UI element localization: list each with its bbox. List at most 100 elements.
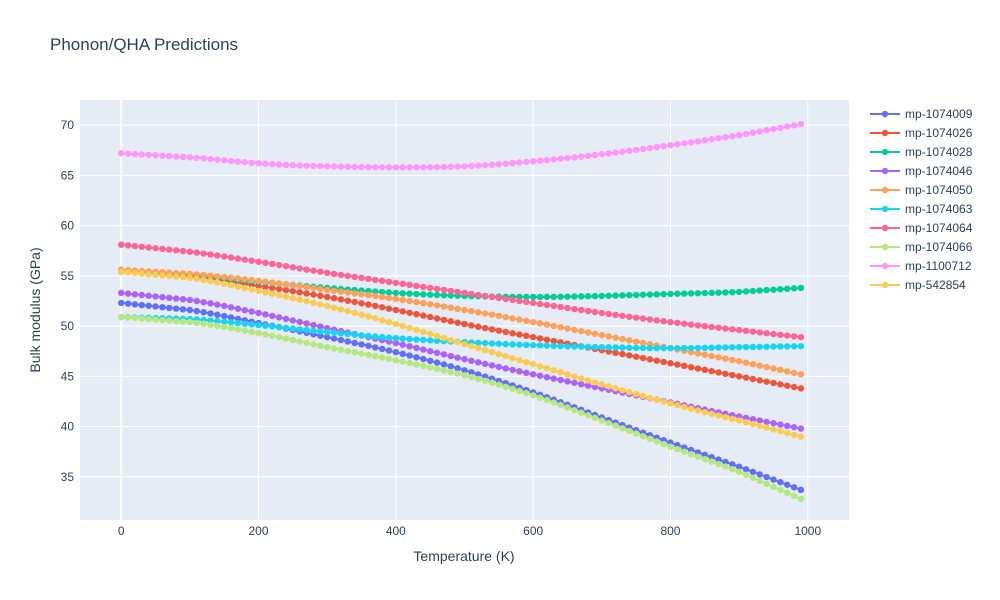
data-point: [118, 299, 125, 307]
data-point: [523, 359, 530, 366]
data-point: [523, 369, 530, 377]
legend-item-mp-1074050[interactable]: mp-1074050: [870, 183, 973, 197]
data-point: [735, 326, 743, 334]
data-point: [708, 367, 715, 375]
series-line: [121, 270, 802, 438]
data-point: [543, 293, 551, 301]
data-point: [330, 163, 338, 170]
data-point: [777, 331, 784, 338]
data-point: [777, 478, 784, 486]
data-point: [269, 260, 276, 268]
data-point: [166, 272, 173, 280]
data-point: [413, 290, 420, 298]
data-point: [214, 301, 221, 308]
data-point: [557, 401, 564, 409]
data-point: [330, 270, 338, 278]
data-point: [406, 335, 413, 343]
data-point: [784, 481, 791, 488]
data-point: [454, 354, 461, 361]
y-tick-label: 65: [61, 168, 75, 182]
legend-item-mp-1074066[interactable]: mp-1074066: [870, 240, 973, 254]
data-point: [550, 399, 557, 406]
data-point: [241, 320, 248, 327]
data-point: [557, 303, 564, 311]
data-point: [413, 282, 420, 290]
data-point: [413, 310, 420, 318]
data-point: [392, 349, 400, 356]
data-point: [626, 337, 633, 344]
data-point: [337, 296, 345, 303]
data-point: [227, 324, 235, 332]
data-point: [406, 281, 413, 289]
data-point: [701, 351, 709, 358]
data-point: [550, 302, 557, 310]
legend-item-mp-1074064[interactable]: mp-1074064: [870, 221, 973, 235]
data-point: [749, 375, 757, 383]
data-point: [406, 297, 413, 305]
legend-item-mp-1074026[interactable]: mp-1074026: [870, 126, 973, 140]
data-point: [509, 366, 516, 374]
data-point: [605, 150, 612, 157]
series-line: [121, 270, 802, 298]
data-point: [694, 407, 702, 414]
y-tick-label: 70: [61, 118, 75, 132]
data-point: [735, 373, 743, 380]
data-point: [742, 414, 750, 422]
y-axis-label: Bulk modulus (GPa): [27, 247, 43, 372]
data-point: [124, 314, 132, 321]
legend-marker: [881, 243, 889, 251]
legend-item-mp-1074063[interactable]: mp-1074063: [870, 202, 973, 216]
data-point: [639, 433, 647, 440]
data-point: [317, 328, 324, 335]
y-tick-label: 55: [61, 269, 75, 283]
legend[interactable]: mp-1074009 mp-1074026 mp-1074028 mp-1074046…: [870, 107, 973, 292]
data-point: [385, 347, 393, 354]
data-point: [159, 316, 166, 324]
data-point: [200, 276, 207, 284]
data-point: [323, 163, 331, 170]
data-point: [578, 306, 585, 314]
legend-item-mp-1100712[interactable]: mp-1100712: [870, 259, 972, 273]
chart-title: Phonon/QHA Predictions: [50, 35, 238, 54]
data-point: [351, 309, 358, 317]
data-point: [378, 317, 386, 324]
data-point: [310, 162, 317, 170]
data-point: [516, 368, 523, 375]
data-point: [159, 303, 166, 311]
data-point: [330, 345, 338, 352]
data-point: [289, 264, 297, 271]
legend-item-mp-1074028[interactable]: mp-1074028: [870, 145, 973, 159]
data-point: [784, 382, 791, 389]
data-point: [729, 344, 736, 351]
data-point: [770, 379, 777, 387]
data-point: [255, 277, 262, 285]
data-point: [571, 305, 578, 313]
legend-item-mp-1074009[interactable]: mp-1074009: [870, 107, 973, 121]
legend-item-mp-1074046[interactable]: mp-1074046: [870, 164, 973, 178]
data-point: [722, 463, 729, 470]
data-point: [179, 318, 187, 325]
data-point: [784, 343, 791, 350]
data-point: [433, 365, 441, 373]
data-point: [351, 349, 358, 356]
data-point: [626, 388, 633, 396]
data-point: [619, 425, 626, 432]
data-point: [385, 318, 393, 326]
data-point: [399, 322, 406, 330]
data-point: [715, 354, 722, 361]
data-point: [454, 163, 461, 170]
data-point: [605, 419, 612, 427]
data-point: [207, 321, 214, 329]
legend-item-mp-542854[interactable]: mp-542854: [870, 278, 966, 292]
legend-label: mp-1074046: [905, 164, 973, 178]
data-point: [468, 369, 475, 376]
data-point: [529, 341, 537, 349]
data-point: [701, 344, 709, 352]
legend-marker: [881, 167, 889, 175]
data-point: [179, 153, 187, 161]
data-point: [440, 361, 448, 368]
data-point: [660, 358, 667, 366]
data-point: [330, 294, 338, 302]
data-point: [220, 323, 228, 331]
data-point: [646, 291, 654, 298]
